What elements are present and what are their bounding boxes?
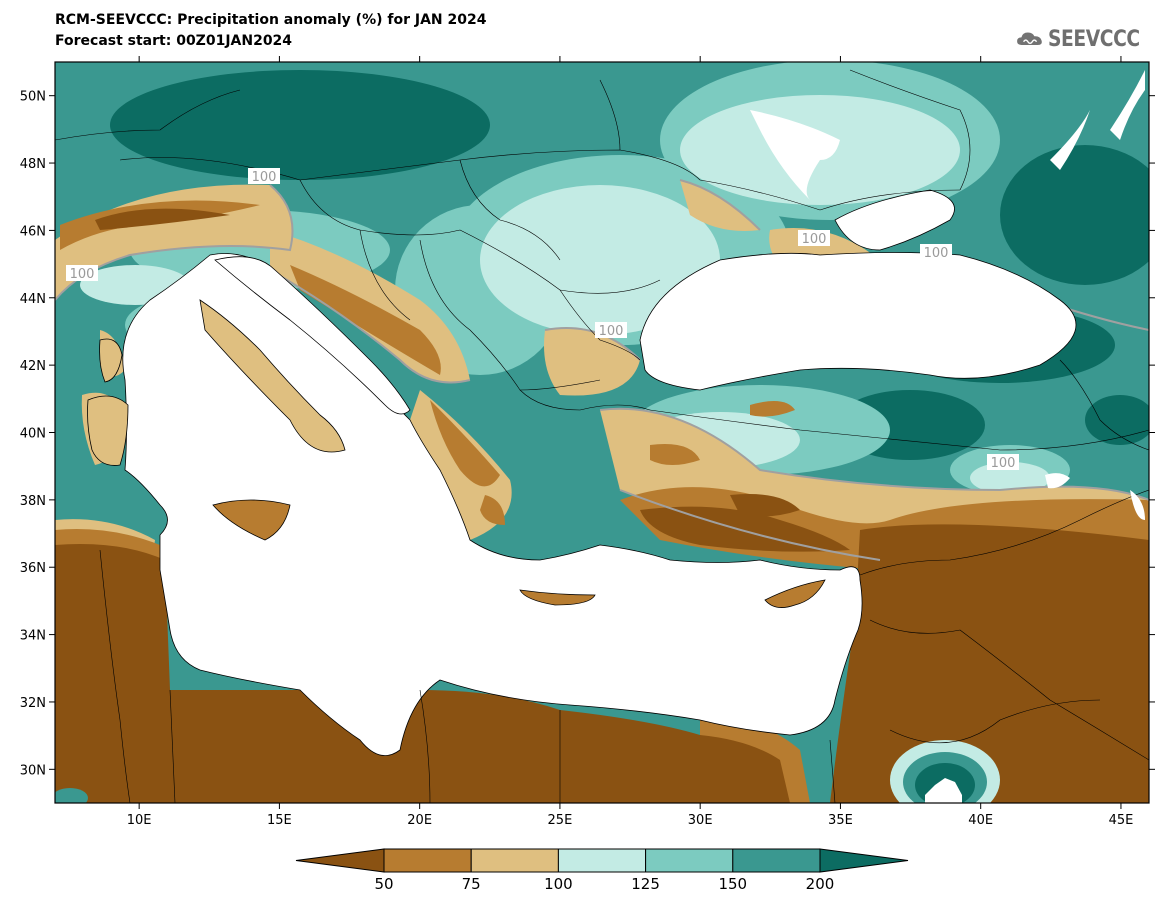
- x-tick-label: 40E: [968, 813, 993, 828]
- contour-label: 100: [599, 324, 624, 339]
- y-tick-label: 40N: [20, 427, 46, 442]
- seevccc-logo: SEEVCCC: [1016, 22, 1156, 56]
- logo-text: SEEVCCC: [1048, 26, 1140, 52]
- contour-label: 100: [252, 170, 277, 185]
- y-axis-ticks: 50N 48N 46N 44N 42N 40N 38N 36N 34N 32N 30N: [20, 90, 1155, 778]
- y-tick-label: 34N: [20, 629, 46, 644]
- band-above-200: [110, 70, 1149, 460]
- sea-of-azov: [834, 189, 955, 251]
- y-tick-label: 30N: [20, 763, 46, 778]
- colorbar-label: 100: [544, 875, 573, 893]
- country-borders: [55, 69, 1149, 803]
- cyprus: [764, 579, 826, 608]
- anomaly-field: [55, 62, 1149, 803]
- cloud-logo-icon: [1017, 32, 1042, 45]
- y-tick-label: 42N: [20, 359, 46, 374]
- x-tick-label: 30E: [688, 813, 713, 828]
- colorbar-swatch: [383, 848, 472, 873]
- y-tick-label: 48N: [20, 157, 46, 172]
- colorbar-swatch: [645, 848, 734, 873]
- forecast-start-label: Forecast start: 00Z01JAN2024: [55, 33, 293, 49]
- corsica: [99, 338, 123, 383]
- colorbar: 50 75 100 125 150 200: [295, 848, 909, 893]
- y-tick-label: 32N: [20, 696, 46, 711]
- wet-corner-sw: [55, 788, 88, 803]
- band-below-50: [55, 208, 1149, 803]
- colorbar-label: 200: [806, 875, 835, 893]
- contour-label: 100: [70, 267, 95, 282]
- sardinia: [87, 395, 129, 466]
- x-tick-label: 20E: [407, 813, 432, 828]
- x-tick-label: 45E: [1109, 813, 1134, 828]
- black-sea: [639, 252, 1077, 391]
- colorbar-swatch: [557, 848, 647, 873]
- colorbar-label: 50: [374, 875, 393, 893]
- y-tick-label: 36N: [20, 561, 46, 576]
- colorbar-arrow-low: [295, 848, 385, 873]
- map-title: RCM-SEEVCCC: Precipitation anomaly (%) f…: [55, 12, 487, 28]
- contour-label: 100: [924, 246, 949, 261]
- x-axis-ticks: 10E 15E 20E 25E 30E 35E 40E 45E: [127, 56, 1134, 828]
- y-tick-label: 44N: [20, 292, 46, 307]
- x-tick-label: 15E: [267, 813, 292, 828]
- islands: [87, 338, 826, 608]
- contour-labels: 100 100 100 100 100 100: [66, 168, 1019, 471]
- sicily: [212, 499, 291, 541]
- contour-label: 100: [991, 456, 1016, 471]
- x-tick-label: 25E: [548, 813, 573, 828]
- colorbar-swatch: [470, 848, 559, 873]
- y-tick-label: 38N: [20, 494, 46, 509]
- x-tick-label: 10E: [127, 813, 152, 828]
- colorbar-label: 75: [462, 875, 481, 893]
- adriatic-sea: [214, 256, 411, 415]
- colorbar-swatch: [732, 848, 821, 873]
- wet-area-southeast: [890, 740, 1000, 803]
- colorbar-arrow-high: [819, 848, 909, 873]
- x-tick-label: 35E: [828, 813, 853, 828]
- mediterranean-sea: [122, 253, 863, 757]
- italy-peninsula: [199, 299, 346, 453]
- colorbar-label: 125: [631, 875, 660, 893]
- contour-label: 100: [802, 232, 827, 247]
- y-tick-label: 50N: [20, 90, 46, 105]
- colorbar-label: 150: [718, 875, 747, 893]
- missing-data-patches: [750, 70, 1145, 520]
- y-tick-label: 46N: [20, 224, 46, 239]
- seas: [122, 189, 1077, 757]
- crete: [519, 589, 596, 606]
